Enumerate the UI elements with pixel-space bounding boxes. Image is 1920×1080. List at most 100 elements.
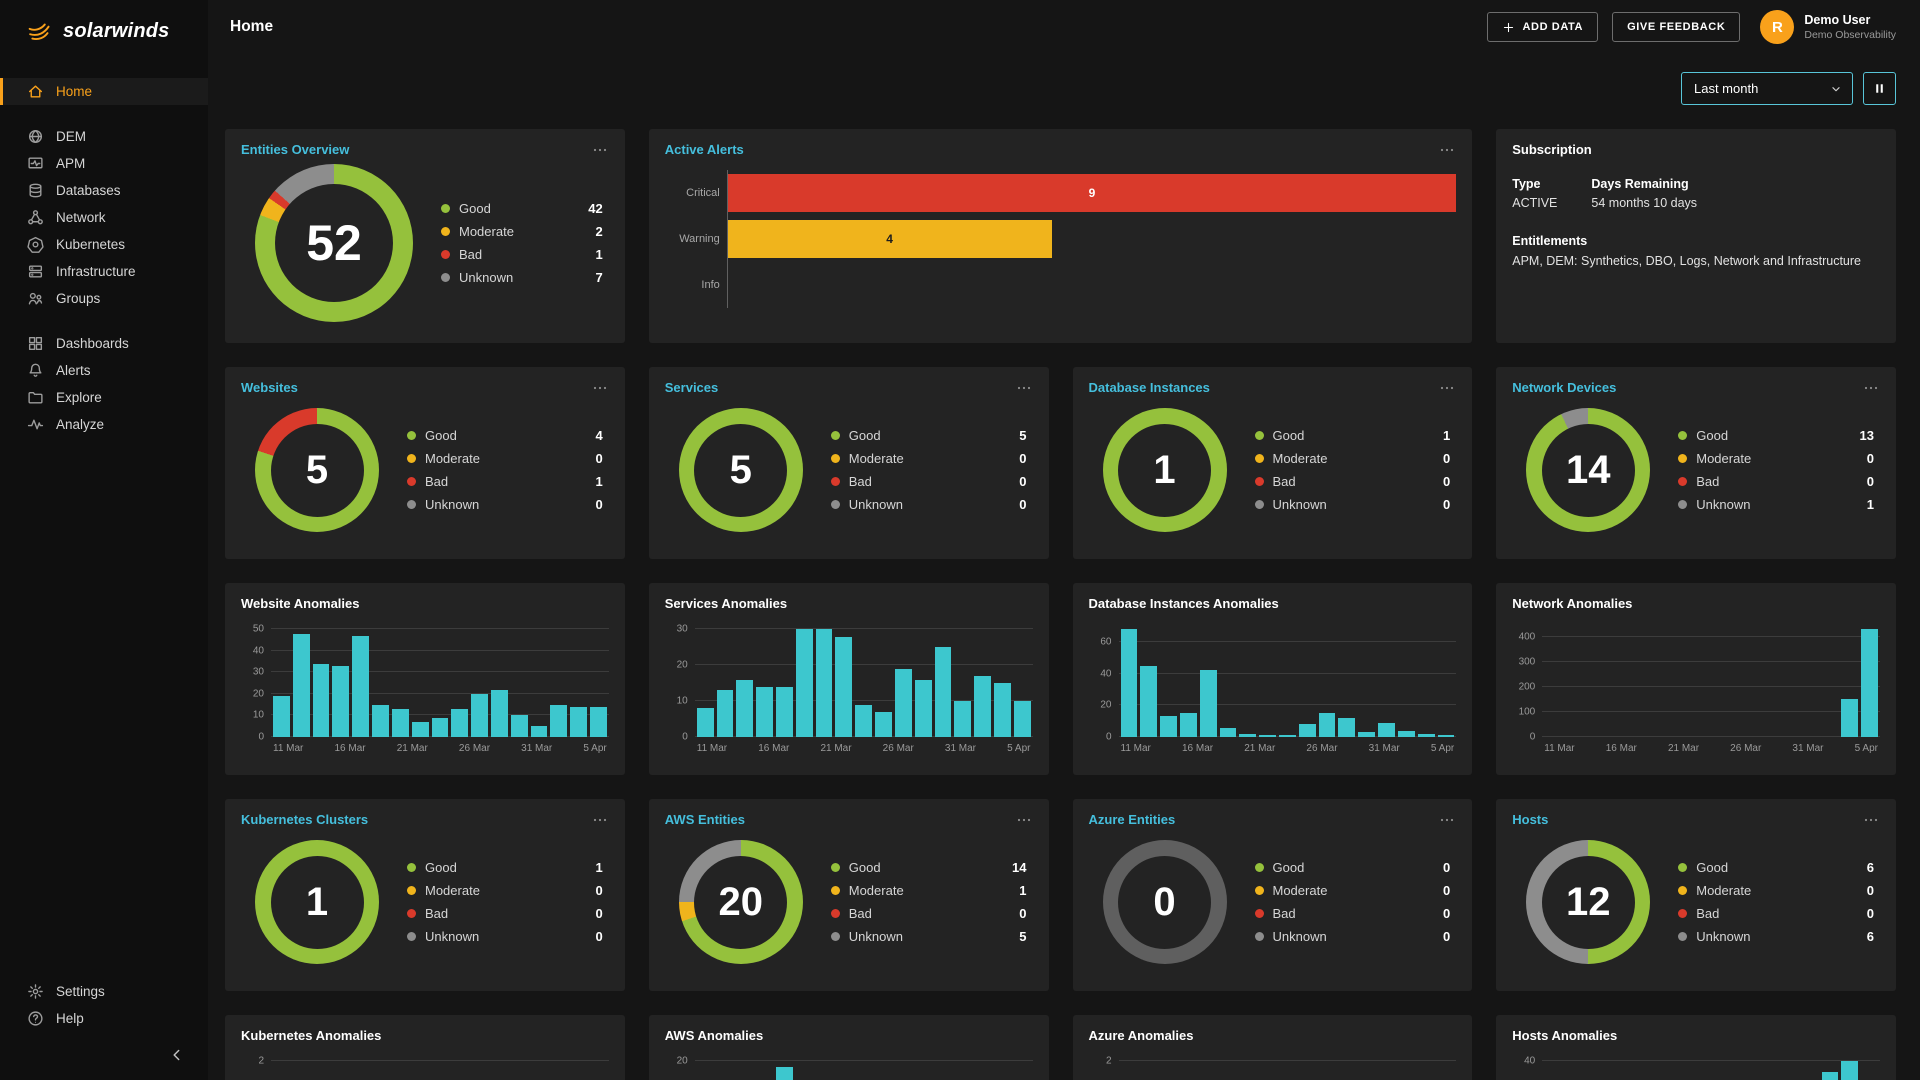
bar-series [1119, 1057, 1457, 1080]
card-title-link[interactable]: AWS Entities [664, 812, 745, 827]
bar [352, 635, 370, 737]
chevron-left-icon[interactable] [168, 1046, 186, 1064]
alert-bar[interactable]: 9 [727, 174, 1457, 212]
sidebar-item-databases[interactable]: Databases [0, 177, 208, 204]
x-tick-label: 16 Mar [1181, 743, 1214, 754]
x-tick-label: 26 Mar [1306, 743, 1338, 754]
menu-icon[interactable] [1862, 812, 1880, 828]
bar [894, 668, 912, 737]
x-tick-label: 26 Mar [458, 743, 491, 754]
card-title-link[interactable]: Services [664, 380, 719, 395]
sidebar-item-dashboards[interactable]: Dashboards [0, 330, 208, 357]
x-tick-label: 31 Mar [1792, 743, 1824, 754]
legend-label: Bad [1272, 474, 1296, 489]
sidebar-item-dem[interactable]: DEM [0, 123, 208, 150]
menu-icon[interactable] [1438, 812, 1456, 828]
card-title-link[interactable]: Azure Entities [1088, 812, 1176, 827]
legend-value: 0 [1443, 929, 1451, 944]
sidebar-item-network[interactable]: Network [0, 204, 208, 231]
legend-row: Moderate 0 [830, 447, 1027, 470]
days-remaining-label: Days Remaining [1591, 177, 1689, 191]
sidebar-item-alerts[interactable]: Alerts [0, 357, 208, 384]
legend-row: Unknown 0 [1254, 493, 1450, 516]
filter-row: Last month [225, 54, 1896, 129]
sidebar-item-groups[interactable]: Groups [0, 285, 208, 312]
time-range-select[interactable]: Last month [1681, 72, 1853, 105]
sidebar-footer: Settings Help [0, 974, 208, 1080]
legend-value: 1 [595, 247, 603, 262]
legend-label: Good [459, 201, 491, 216]
bar [590, 706, 607, 737]
active-alerts-title-link[interactable]: Active Alerts [664, 142, 744, 157]
sidebar-item-explore[interactable]: Explore [0, 384, 208, 411]
status-dot [830, 863, 840, 872]
sidebar-item-apm[interactable]: APM [0, 150, 208, 177]
legend-value: 1 [1019, 883, 1027, 898]
pause-refresh-button[interactable] [1863, 72, 1896, 105]
severity-label: Warning [679, 233, 720, 245]
menu-icon[interactable] [591, 142, 609, 158]
anomaly-card-title: Kubernetes Anomalies [241, 1028, 382, 1043]
status-donut-chart: 12 [1526, 840, 1651, 964]
sidebar-item-analyze[interactable]: Analyze [0, 411, 208, 438]
alert-severity-row: Critical 9 [686, 170, 1457, 216]
status-dot [407, 454, 416, 463]
legend-value: 0 [595, 906, 603, 921]
card-title-link[interactable]: Websites [241, 380, 298, 395]
menu-icon[interactable] [1862, 380, 1880, 396]
alert-bar[interactable]: 4 [727, 220, 1052, 258]
sidebar-item-help[interactable]: Help [0, 1005, 208, 1032]
card-title-link[interactable]: Hosts [1512, 812, 1549, 827]
sidebar-collapse-row [0, 1032, 208, 1072]
x-tick-label: 11 Mar [696, 743, 728, 754]
card-title-link[interactable]: Database Instances [1088, 380, 1210, 395]
dashboard-grid: Entities Overview 52 [225, 129, 1896, 1080]
card-title-link[interactable]: Kubernetes Clusters [241, 812, 369, 827]
brand-logo[interactable]: solarwinds [0, 0, 208, 60]
sidebar-item-kubernetes[interactable]: Kubernetes [0, 231, 208, 258]
sidebar-item-settings[interactable]: Settings [0, 978, 208, 1005]
status-dot [1678, 886, 1688, 895]
menu-icon[interactable] [1438, 380, 1456, 396]
x-tick-label: 5 Apr [1007, 743, 1031, 754]
status-dot [1678, 500, 1688, 509]
bar [312, 663, 330, 737]
bar [1013, 701, 1031, 737]
anomaly-card-title: Services Anomalies [664, 596, 788, 611]
status-legend: Good 14 Moderate 1 Bad [830, 856, 1027, 948]
donut-total: 1 [305, 879, 329, 924]
entities-overview-title-link[interactable]: Entities Overview [241, 142, 350, 157]
bar [1358, 732, 1376, 737]
status-donut-chart: 0 [1102, 840, 1227, 964]
status-dot [1254, 886, 1264, 895]
give-feedback-button[interactable]: GIVE FEEDBACK [1612, 12, 1741, 42]
menu-icon[interactable] [591, 380, 609, 396]
card-title-link[interactable]: Network Devices [1512, 380, 1617, 395]
menu-icon[interactable] [1015, 380, 1033, 396]
sidebar-item-infrastructure[interactable]: Infrastructure [0, 258, 208, 285]
subscription-type: Type ACTIVE [1512, 177, 1557, 210]
add-data-button[interactable]: ADD DATA [1486, 12, 1599, 42]
legend-value: 2 [595, 224, 603, 239]
status-dot [407, 863, 416, 872]
status-donut-chart: 1 [1102, 408, 1227, 532]
bar [1397, 730, 1415, 737]
legend-row: Moderate 0 [1254, 879, 1450, 902]
bar [993, 683, 1011, 737]
legend-row: Moderate 0 [1678, 447, 1874, 470]
status-dot [1254, 454, 1264, 463]
menu-icon[interactable] [591, 812, 609, 828]
menu-icon[interactable] [1438, 142, 1456, 158]
menu-icon[interactable] [1015, 812, 1033, 828]
legend-label: Good [1272, 860, 1305, 875]
donut-hole: 52 [274, 183, 394, 303]
bar [273, 696, 290, 737]
entities-overview-card: Entities Overview 52 [225, 129, 625, 343]
user-menu[interactable]: R Demo User Demo Observability [1760, 10, 1896, 44]
anomaly-bar-chart: 0 10 20 30 40 50 11 Mar 16 Mar 21 Mar 26 Mar 31 M… [241, 624, 609, 754]
sidebar-item-home[interactable]: Home [0, 78, 208, 105]
legend-label: Bad [425, 474, 449, 489]
bar [776, 1066, 793, 1080]
x-tick-label: 16 Mar [1605, 743, 1637, 754]
